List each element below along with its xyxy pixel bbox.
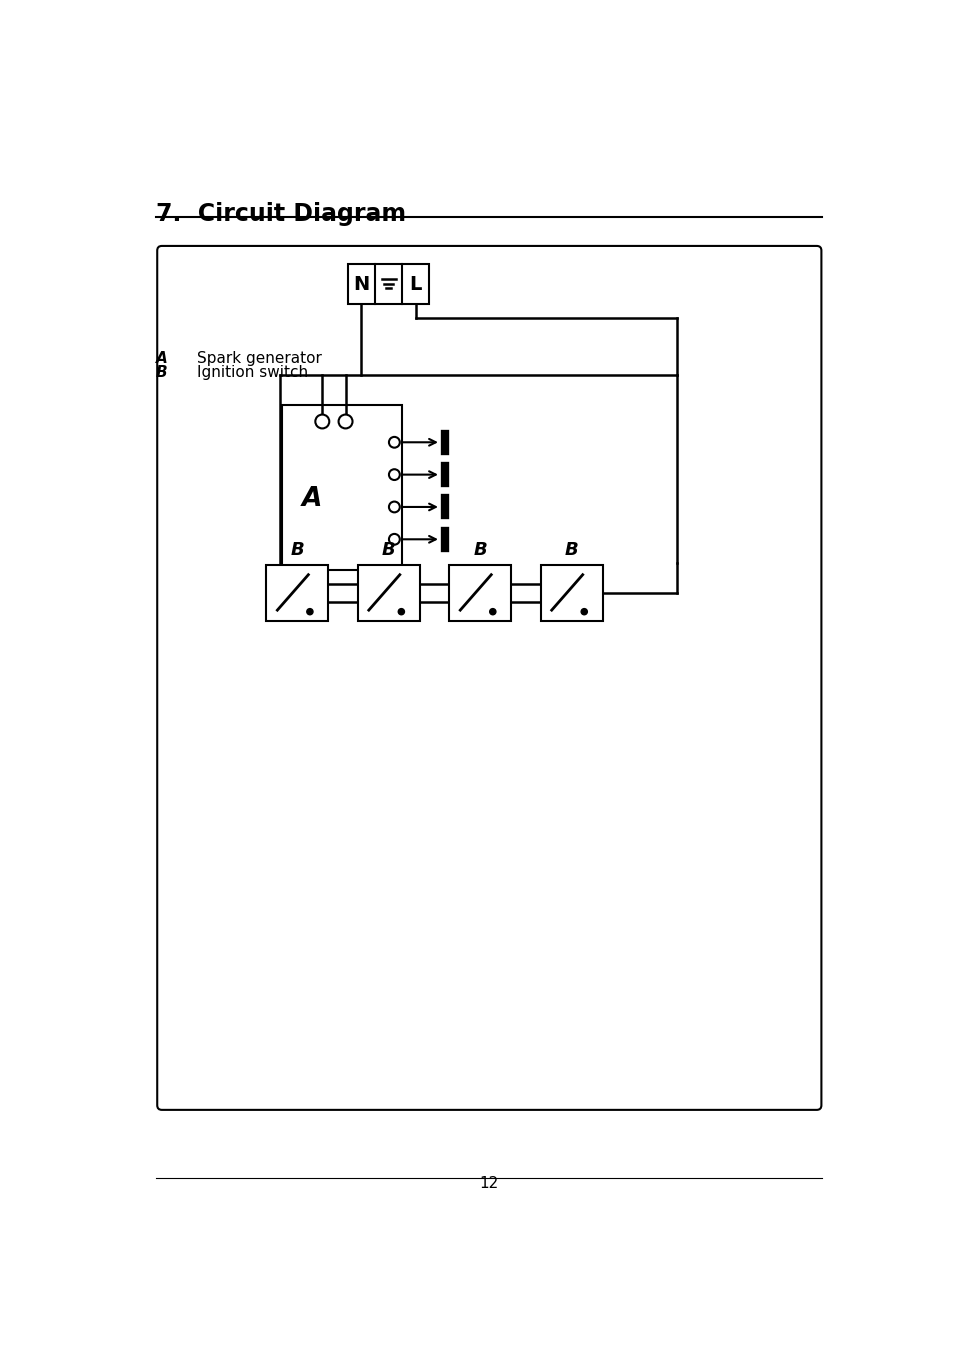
Text: B: B: [381, 541, 395, 559]
Circle shape: [397, 609, 404, 614]
Bar: [357, 566, 419, 621]
Text: 12: 12: [478, 1176, 498, 1191]
Bar: [266, 566, 328, 621]
Text: 7.  Circuit Diagram: 7. Circuit Diagram: [155, 202, 405, 225]
Text: L: L: [409, 275, 421, 294]
Circle shape: [389, 533, 399, 544]
Text: B: B: [473, 541, 487, 559]
Text: B: B: [564, 541, 578, 559]
Circle shape: [315, 414, 329, 428]
Circle shape: [389, 470, 399, 481]
Bar: [282, 405, 402, 570]
Text: B: B: [291, 541, 304, 559]
Text: N: N: [353, 275, 369, 294]
Text: A: A: [301, 486, 321, 512]
Bar: [449, 566, 511, 621]
Bar: [540, 566, 602, 621]
Circle shape: [307, 609, 313, 614]
Bar: [348, 265, 429, 305]
Text: A: A: [155, 351, 167, 366]
Circle shape: [338, 414, 353, 428]
Circle shape: [389, 437, 399, 448]
FancyBboxPatch shape: [157, 246, 821, 1110]
Circle shape: [580, 609, 587, 614]
Circle shape: [489, 609, 496, 614]
Circle shape: [389, 502, 399, 513]
Text: Ignition switch: Ignition switch: [196, 364, 308, 379]
Text: B: B: [155, 364, 167, 379]
Text: Spark generator: Spark generator: [196, 351, 321, 366]
